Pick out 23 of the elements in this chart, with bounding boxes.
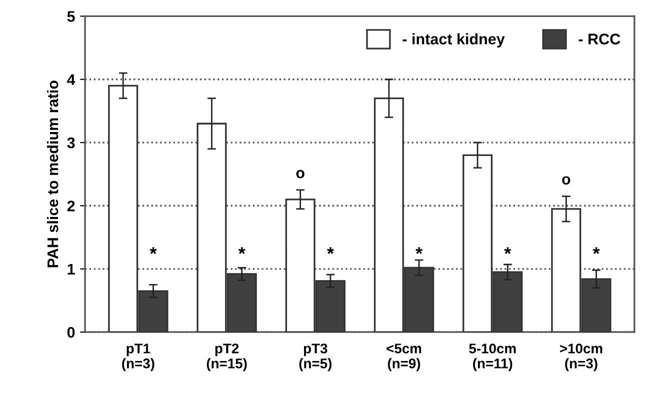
x-tick-label: 5-10cm (n=11) — [469, 344, 516, 372]
y-tick-label: 0 — [67, 326, 75, 338]
annotation: o — [296, 170, 304, 178]
x-tick-label: pT2 (n=15) — [206, 344, 247, 372]
x-tick-label: pT3 (n=5) — [299, 344, 332, 372]
annotation: * — [150, 247, 157, 254]
y-tick-label: 1 — [68, 264, 75, 274]
y-tick-label: 3 — [67, 137, 75, 148]
x-tick-label: pT1 (n=3) — [122, 344, 154, 372]
y-tick-label: 2 — [67, 200, 75, 212]
legend-label: - intact kidney — [402, 33, 505, 48]
annotation: * — [238, 247, 246, 254]
annotation: * — [592, 247, 600, 254]
y-axis-title: PAH slice to medium ratio — [47, 80, 58, 268]
legend-label: - RCC — [578, 34, 620, 44]
y-tick-label: 4 — [67, 74, 76, 85]
x-tick-label: >10cm (n=3) — [560, 344, 602, 372]
x-tick-label: <5cm (n=9) — [386, 344, 422, 372]
annotation: * — [504, 247, 512, 254]
annotation: * — [327, 247, 334, 254]
annotation: o — [562, 176, 570, 185]
annotation: * — [416, 247, 423, 254]
y-tick-label: 5 — [67, 11, 75, 22]
